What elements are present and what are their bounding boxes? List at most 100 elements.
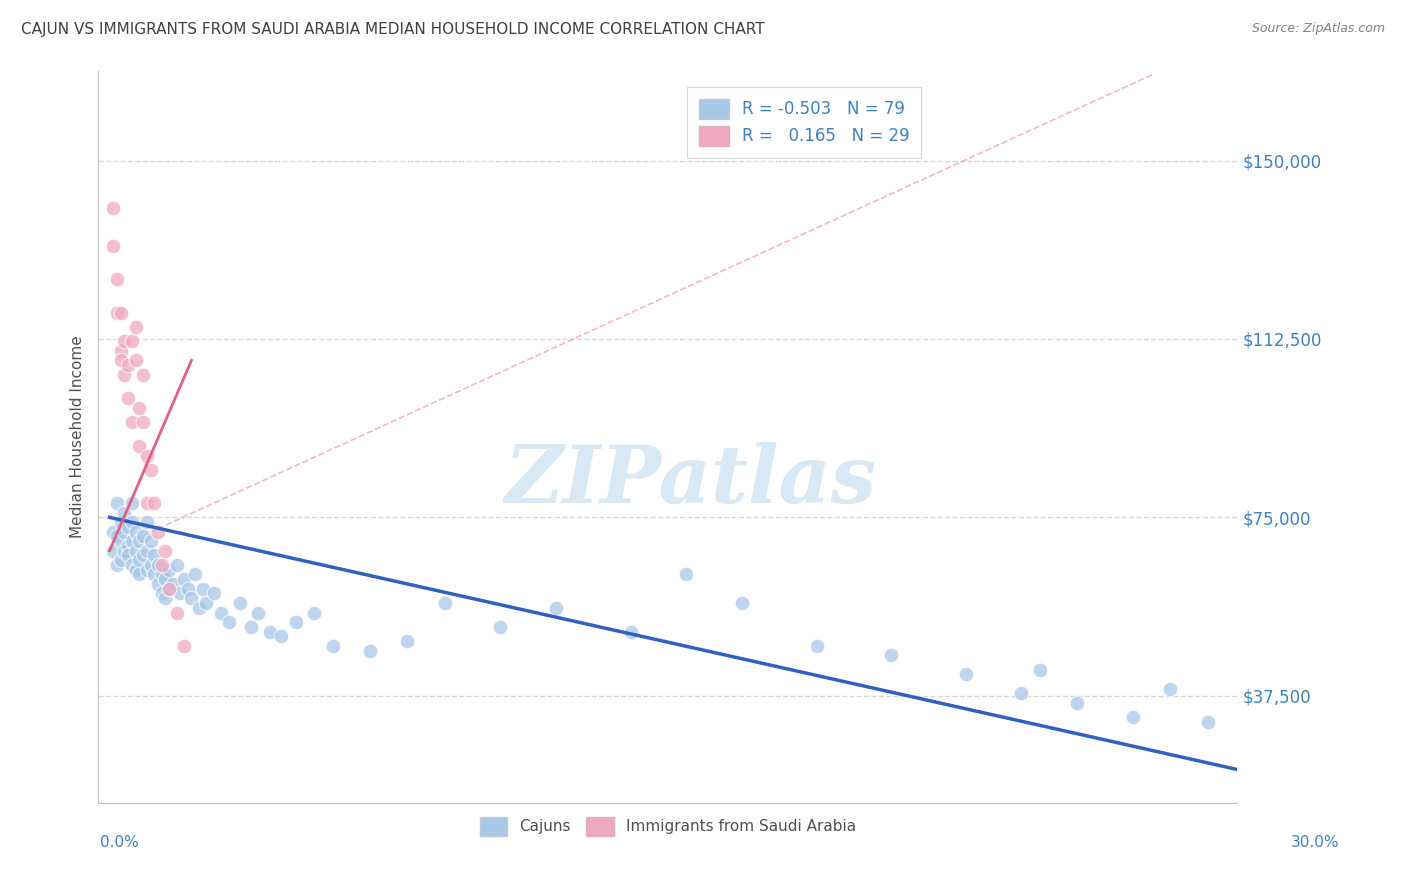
Point	[143, 549, 166, 563]
Point	[173, 572, 195, 586]
Point	[620, 624, 643, 639]
Point	[110, 306, 132, 320]
Point	[105, 496, 128, 510]
Point	[146, 524, 169, 539]
Point	[128, 534, 150, 549]
Point	[117, 549, 139, 563]
Point	[124, 524, 146, 539]
Point	[124, 320, 146, 334]
Point	[155, 543, 177, 558]
Point	[162, 577, 184, 591]
Point	[110, 353, 132, 368]
Point	[187, 600, 209, 615]
Point	[132, 415, 155, 429]
Point	[117, 392, 139, 406]
Point	[396, 634, 419, 648]
Point	[546, 600, 568, 615]
Point	[114, 334, 136, 349]
Point	[105, 529, 128, 543]
Point	[132, 529, 155, 543]
Point	[191, 582, 214, 596]
Text: Source: ZipAtlas.com: Source: ZipAtlas.com	[1251, 22, 1385, 36]
Point	[806, 639, 828, 653]
Point	[128, 567, 150, 582]
Point	[359, 643, 381, 657]
Point	[103, 524, 125, 539]
Point	[128, 401, 150, 415]
Point	[114, 524, 136, 539]
Point	[150, 558, 173, 572]
Point	[135, 449, 157, 463]
Point	[132, 368, 155, 382]
Point	[157, 563, 180, 577]
Point	[110, 515, 132, 529]
Text: ZIPatlas: ZIPatlas	[505, 442, 877, 520]
Point	[218, 615, 240, 629]
Point	[121, 496, 143, 510]
Point	[155, 591, 177, 606]
Point	[1066, 696, 1088, 710]
Point	[114, 543, 136, 558]
Point	[105, 306, 128, 320]
Point	[240, 620, 263, 634]
Point	[117, 520, 139, 534]
Point	[157, 582, 180, 596]
Point	[139, 463, 162, 477]
Point	[166, 558, 188, 572]
Point	[105, 272, 128, 286]
Point	[304, 606, 326, 620]
Point	[675, 567, 697, 582]
Point	[247, 606, 270, 620]
Point	[124, 543, 146, 558]
Point	[103, 239, 125, 253]
Point	[177, 582, 200, 596]
Point	[103, 543, 125, 558]
Point	[184, 567, 207, 582]
Point	[489, 620, 512, 634]
Point	[117, 358, 139, 372]
Point	[259, 624, 281, 639]
Point	[110, 343, 132, 358]
Point	[114, 368, 136, 382]
Point	[135, 496, 157, 510]
Point	[1122, 710, 1144, 724]
Point	[121, 515, 143, 529]
Point	[880, 648, 903, 663]
Text: 30.0%: 30.0%	[1291, 836, 1339, 850]
Point	[209, 606, 232, 620]
Point	[114, 506, 136, 520]
Point	[1010, 686, 1032, 700]
Point	[202, 586, 225, 600]
Point	[173, 639, 195, 653]
Point	[128, 439, 150, 453]
Point	[124, 563, 146, 577]
Point	[955, 667, 977, 681]
Point	[110, 534, 132, 549]
Point	[433, 596, 456, 610]
Point	[146, 577, 169, 591]
Text: CAJUN VS IMMIGRANTS FROM SAUDI ARABIA MEDIAN HOUSEHOLD INCOME CORRELATION CHART: CAJUN VS IMMIGRANTS FROM SAUDI ARABIA ME…	[21, 22, 765, 37]
Point	[128, 553, 150, 567]
Point	[121, 334, 143, 349]
Point	[117, 539, 139, 553]
Point	[322, 639, 344, 653]
Point	[731, 596, 754, 610]
Y-axis label: Median Household Income: Median Household Income	[69, 335, 84, 539]
Point	[121, 534, 143, 549]
Text: 0.0%: 0.0%	[100, 836, 139, 850]
Point	[143, 496, 166, 510]
Point	[146, 558, 169, 572]
Point	[155, 572, 177, 586]
Point	[132, 549, 155, 563]
Point	[195, 596, 218, 610]
Point	[157, 582, 180, 596]
Point	[121, 415, 143, 429]
Legend: Cajuns, Immigrants from Saudi Arabia: Cajuns, Immigrants from Saudi Arabia	[470, 806, 866, 847]
Point	[143, 567, 166, 582]
Point	[166, 606, 188, 620]
Point	[1029, 663, 1052, 677]
Point	[180, 591, 202, 606]
Point	[169, 586, 191, 600]
Point	[110, 553, 132, 567]
Point	[1197, 714, 1219, 729]
